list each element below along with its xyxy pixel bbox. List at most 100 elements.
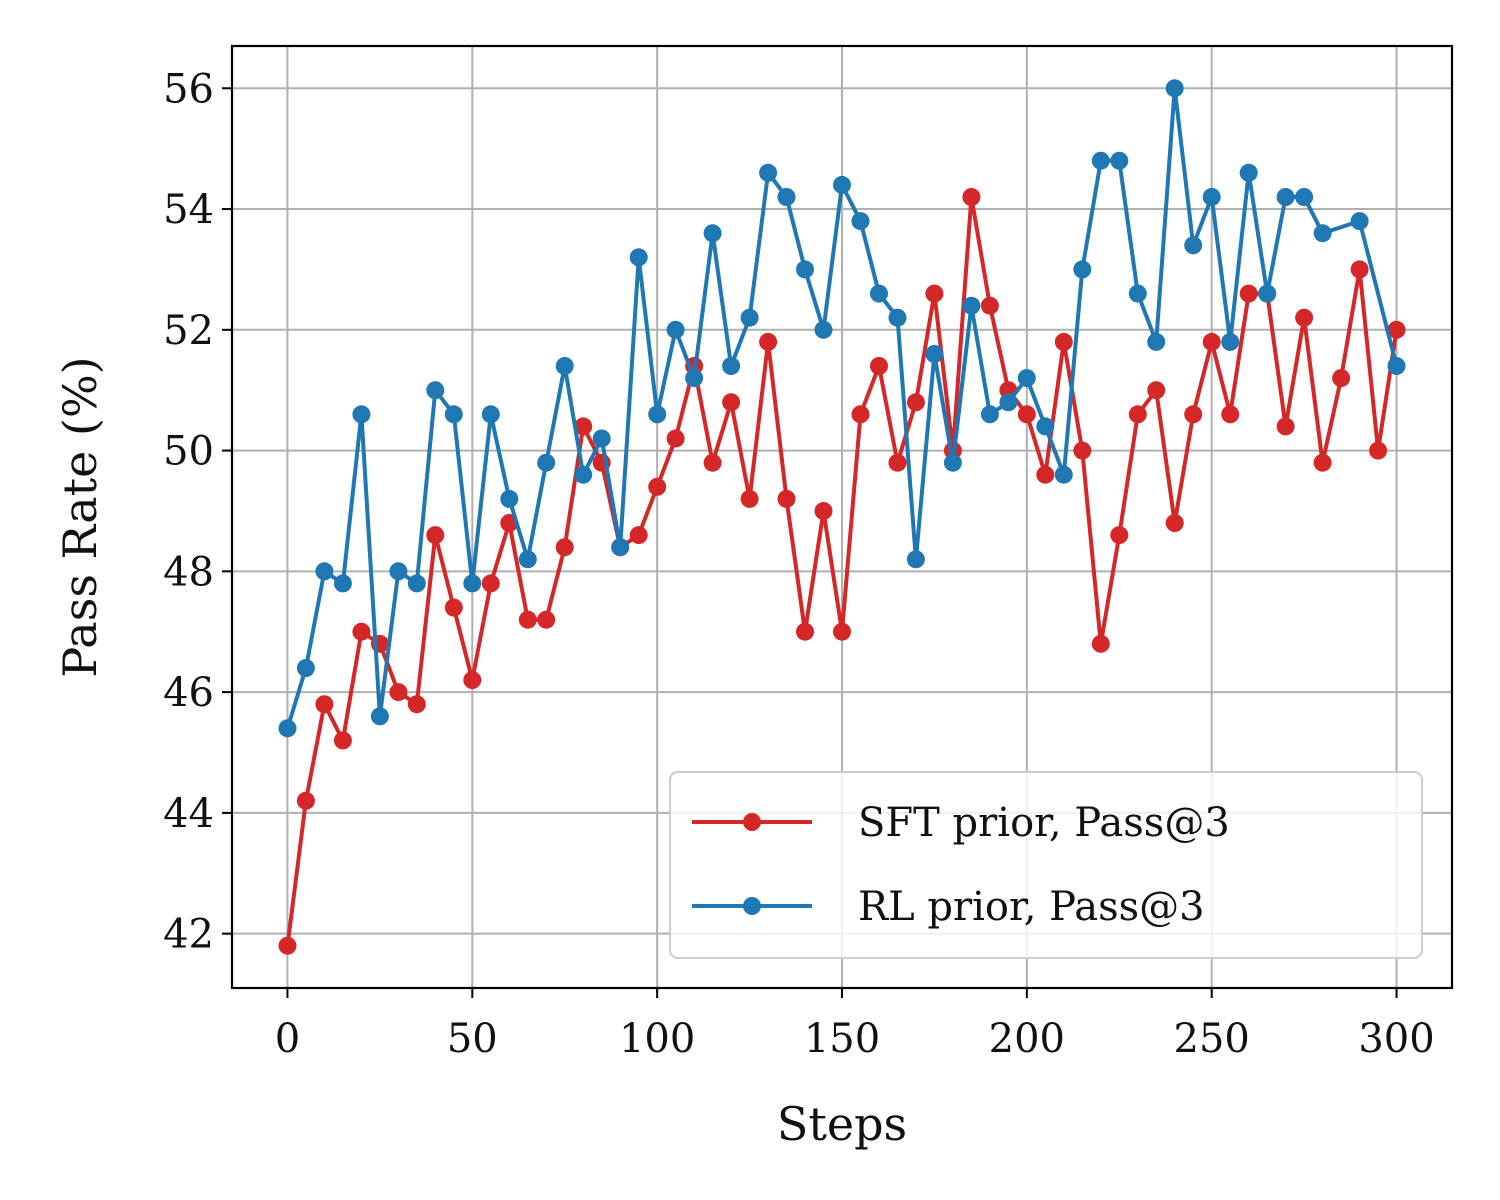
data-point xyxy=(518,550,537,569)
data-point xyxy=(463,574,482,593)
data-point xyxy=(1091,634,1110,653)
data-point xyxy=(1221,332,1240,351)
data-point xyxy=(1387,320,1406,339)
data-point xyxy=(1239,284,1258,303)
data-point xyxy=(1147,332,1166,351)
data-point xyxy=(555,357,574,375)
y-axis-title: Pass Rate (%) xyxy=(53,356,107,677)
legend-marker xyxy=(743,813,761,831)
data-point xyxy=(389,683,408,702)
data-point xyxy=(1202,332,1221,351)
data-point xyxy=(574,417,593,436)
data-point xyxy=(1387,357,1406,375)
data-point xyxy=(1054,465,1073,484)
y-tick-label: 54 xyxy=(163,187,214,233)
data-point xyxy=(370,707,389,726)
data-point xyxy=(463,671,482,689)
data-point xyxy=(1184,236,1203,255)
data-point xyxy=(740,489,759,508)
data-point xyxy=(685,369,704,388)
data-point xyxy=(278,719,297,738)
data-point xyxy=(796,260,814,279)
data-point xyxy=(666,320,685,339)
data-point xyxy=(648,405,667,424)
data-point xyxy=(278,936,297,955)
data-point xyxy=(352,405,371,424)
data-point xyxy=(888,453,907,472)
data-point xyxy=(648,477,667,496)
data-point xyxy=(1110,151,1129,170)
data-point xyxy=(1350,212,1369,231)
data-point xyxy=(629,248,648,267)
x-tick-label: 200 xyxy=(989,1016,1065,1062)
data-point xyxy=(1128,405,1147,424)
data-point xyxy=(703,453,722,472)
data-point xyxy=(851,212,870,231)
y-tick-label: 46 xyxy=(163,670,214,716)
data-point xyxy=(906,393,925,412)
legend: SFT prior, Pass@3 RL prior, Pass@3 xyxy=(669,771,1423,959)
data-point xyxy=(1017,405,1036,424)
data-point xyxy=(1110,526,1129,545)
data-point xyxy=(759,163,778,182)
legend-entry: RL prior, Pass@3 xyxy=(692,884,1205,930)
data-point xyxy=(315,695,334,714)
data-point xyxy=(851,405,870,424)
data-point xyxy=(962,188,981,206)
x-axis-title: Steps xyxy=(777,1097,907,1151)
data-point xyxy=(1073,260,1092,279)
data-point xyxy=(1221,405,1240,424)
data-point xyxy=(906,550,925,569)
data-point xyxy=(1091,151,1110,170)
data-point xyxy=(925,284,944,303)
data-point xyxy=(796,622,814,641)
data-point xyxy=(1054,332,1073,351)
data-point xyxy=(1350,260,1369,279)
x-tick-label: 0 xyxy=(275,1016,300,1062)
data-point xyxy=(1276,188,1295,206)
data-point xyxy=(333,731,352,750)
data-point xyxy=(777,188,796,206)
data-point xyxy=(426,381,445,400)
data-point xyxy=(1313,453,1332,472)
series-layer xyxy=(278,79,1406,955)
data-point xyxy=(943,453,962,472)
data-point xyxy=(962,296,981,315)
x-tick-label: 100 xyxy=(619,1016,695,1062)
data-point xyxy=(703,224,722,243)
data-point xyxy=(444,598,463,617)
data-point xyxy=(296,659,315,677)
data-point xyxy=(537,610,556,629)
data-point xyxy=(740,308,759,327)
data-point xyxy=(666,429,685,448)
data-point xyxy=(870,284,888,303)
data-point xyxy=(1147,381,1166,400)
data-point xyxy=(999,393,1018,412)
data-point xyxy=(1295,188,1314,206)
x-tick-label: 250 xyxy=(1174,1016,1250,1062)
data-point xyxy=(1369,441,1388,460)
y-tick-label: 44 xyxy=(163,791,214,837)
data-point xyxy=(481,405,500,424)
legend-entries: SFT prior, Pass@3 RL prior, Pass@3 xyxy=(692,800,1230,930)
x-tick-label: 150 xyxy=(804,1016,880,1062)
data-point xyxy=(814,320,833,339)
series-sft-prior xyxy=(278,188,1406,955)
data-point xyxy=(722,357,741,375)
data-point xyxy=(1202,188,1221,206)
y-tick-label: 50 xyxy=(163,429,214,475)
y-axis-ticks: 42 44 46 48 50 52 54 56 xyxy=(163,66,232,958)
data-point xyxy=(444,405,463,424)
data-point xyxy=(352,622,371,641)
data-point xyxy=(777,489,796,508)
data-point xyxy=(1313,224,1332,243)
legend-marker xyxy=(743,897,761,915)
data-point xyxy=(296,791,315,810)
y-tick-label: 52 xyxy=(163,308,214,354)
data-point xyxy=(1036,417,1055,436)
data-point xyxy=(1036,465,1055,484)
data-point xyxy=(1017,369,1036,388)
data-point xyxy=(833,175,851,194)
x-tick-label: 300 xyxy=(1358,1016,1434,1062)
